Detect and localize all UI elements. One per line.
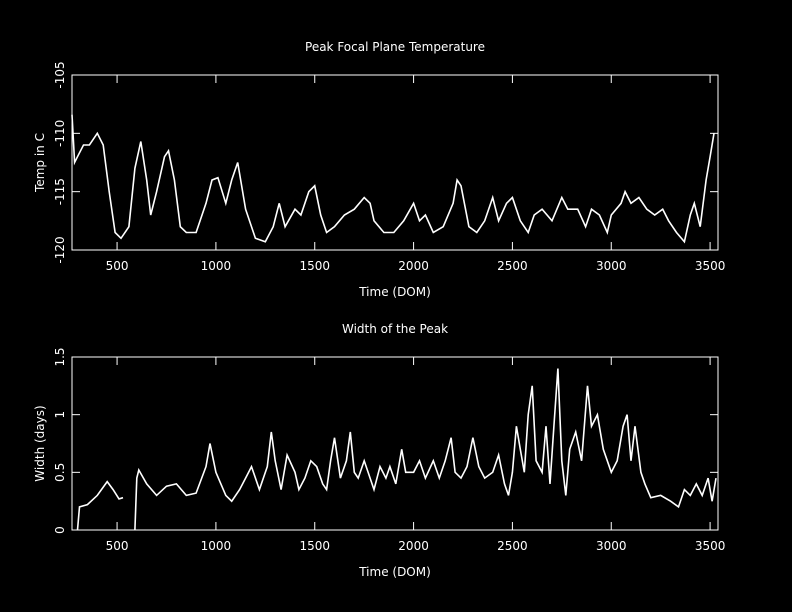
y-tick-label: 1 xyxy=(53,411,67,419)
y-axis-label: Temp in C xyxy=(33,133,47,193)
y-tick-label: 1.5 xyxy=(53,347,67,366)
x-tick-label: 1000 xyxy=(201,539,232,553)
x-tick-label: 500 xyxy=(106,259,129,273)
x-axis-label: Time (DOM) xyxy=(358,565,431,579)
plot-frame xyxy=(71,74,719,251)
x-tick-label: 2000 xyxy=(398,259,429,273)
x-tick-label: 2000 xyxy=(398,539,429,553)
y-axis-label: Width (days) xyxy=(33,405,47,481)
x-tick-label: 500 xyxy=(106,539,129,553)
x-axis-label: Time (DOM) xyxy=(358,285,431,299)
x-tick-label: 3000 xyxy=(596,259,627,273)
data-line xyxy=(71,114,715,244)
y-tick-label: 0.5 xyxy=(53,463,67,482)
x-tick-label: 3500 xyxy=(695,259,726,273)
chart-title: Width of the Peak xyxy=(342,322,448,336)
data-line xyxy=(76,368,717,531)
x-tick-label: 1000 xyxy=(201,259,232,273)
x-tick-label: 3000 xyxy=(596,539,627,553)
y-tick-label: -110 xyxy=(53,120,67,147)
y-tick-label: -115 xyxy=(53,178,67,205)
y-tick-label: 0 xyxy=(53,526,67,534)
x-tick-label: 2500 xyxy=(497,539,528,553)
x-tick-label: 3500 xyxy=(695,539,726,553)
x-tick-label: 2500 xyxy=(497,259,528,273)
y-tick-label: -120 xyxy=(53,236,67,263)
y-tick-label: -105 xyxy=(53,61,67,88)
x-tick-label: 1500 xyxy=(299,259,330,273)
chart-title: Peak Focal Plane Temperature xyxy=(305,40,485,54)
plot-frame xyxy=(71,356,719,531)
x-tick-label: 1500 xyxy=(299,539,330,553)
